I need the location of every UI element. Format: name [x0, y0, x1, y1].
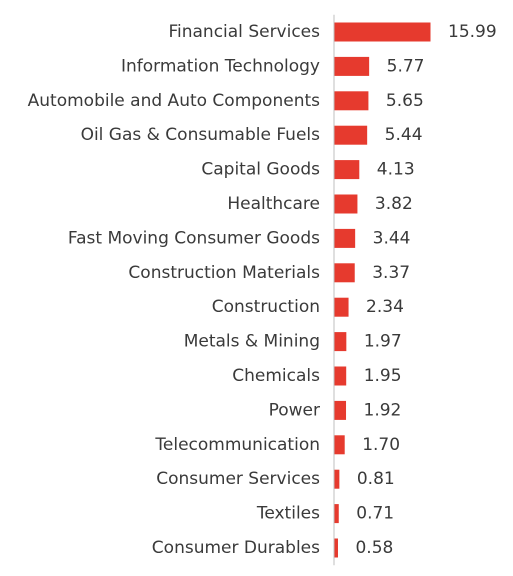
- bar: [334, 400, 347, 420]
- value-label: 4.13: [377, 160, 415, 180]
- bar: [334, 91, 369, 111]
- chart-row: Consumer Services 0.81: [156, 469, 395, 489]
- bar: [334, 366, 347, 386]
- chart-rows: Financial Services 15.99 Information Techn…: [28, 22, 497, 558]
- bar: [334, 228, 356, 248]
- chart-row: Capital Goods 4.13: [201, 160, 414, 180]
- category-label: Construction Materials: [128, 263, 320, 283]
- category-label: Information Technology: [121, 56, 320, 76]
- chart-row: Financial Services 15.99: [168, 22, 496, 42]
- bar: [334, 160, 360, 180]
- chart-row: Construction 2.34: [212, 297, 404, 317]
- value-label: 0.58: [355, 538, 393, 558]
- category-label: Oil Gas & Consumable Fuels: [81, 125, 321, 145]
- value-label: 5.77: [387, 56, 425, 76]
- bar: [334, 263, 355, 283]
- value-label: 5.44: [385, 125, 423, 145]
- bar: [334, 469, 340, 489]
- bar: [334, 538, 338, 558]
- value-label: 15.99: [448, 22, 497, 42]
- value-label: 2.34: [366, 297, 404, 317]
- chart-row: Automobile and Auto Components 5.65: [28, 91, 424, 111]
- chart-row: Information Technology 5.77: [121, 56, 425, 76]
- value-label: 3.82: [375, 194, 413, 214]
- chart-row: Oil Gas & Consumable Fuels 5.44: [81, 125, 423, 145]
- value-label: 3.37: [372, 263, 410, 283]
- chart-row: Chemicals 1.95: [232, 366, 401, 386]
- chart-row: Fast Moving Consumer Goods 3.44: [68, 228, 411, 248]
- chart-row: Power 1.92: [269, 400, 402, 420]
- value-label: 3.44: [373, 228, 411, 248]
- category-label: Fast Moving Consumer Goods: [68, 228, 320, 248]
- category-label: Healthcare: [227, 194, 320, 214]
- category-label: Capital Goods: [201, 160, 320, 180]
- bar: [334, 435, 345, 455]
- bar: [334, 22, 431, 42]
- category-label: Power: [269, 400, 320, 420]
- bar: [334, 332, 347, 352]
- chart-row: Consumer Durables 0.58: [152, 538, 394, 558]
- value-label: 0.71: [356, 504, 394, 524]
- value-label: 1.92: [364, 400, 402, 420]
- chart-row: Construction Materials 3.37: [128, 263, 410, 283]
- category-label: Metals & Mining: [184, 332, 320, 352]
- category-label: Construction: [212, 297, 320, 317]
- value-label: 5.65: [386, 91, 424, 111]
- category-label: Consumer Services: [156, 469, 320, 489]
- bar: [334, 125, 368, 145]
- category-label: Consumer Durables: [152, 538, 320, 558]
- value-label: 1.70: [362, 435, 400, 455]
- category-label: Textiles: [256, 504, 320, 524]
- chart-row: Healthcare 3.82: [227, 194, 412, 214]
- category-label: Telecommunication: [154, 435, 320, 455]
- bar: [334, 504, 339, 524]
- category-label: Financial Services: [168, 22, 320, 42]
- category-label: Automobile and Auto Components: [28, 91, 320, 111]
- value-label: 0.81: [357, 469, 395, 489]
- chart-row: Textiles 0.71: [256, 504, 394, 524]
- category-label: Chemicals: [232, 366, 320, 386]
- chart-row: Telecommunication 1.70: [154, 435, 400, 455]
- chart-row: Metals & Mining 1.97: [184, 332, 402, 352]
- bar: [334, 194, 358, 214]
- value-label: 1.95: [364, 366, 402, 386]
- bar: [334, 56, 370, 76]
- value-label: 1.97: [364, 332, 402, 352]
- bar: [334, 297, 349, 317]
